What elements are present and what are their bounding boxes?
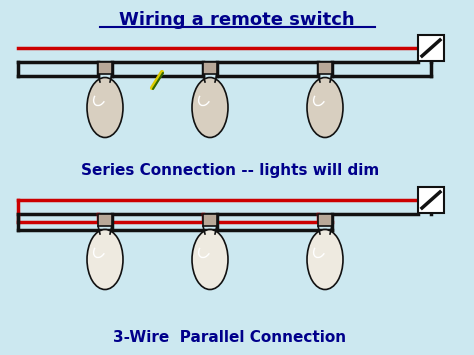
FancyBboxPatch shape xyxy=(418,187,444,213)
Text: Wiring a remote switch: Wiring a remote switch xyxy=(119,11,355,29)
Ellipse shape xyxy=(192,229,228,289)
Ellipse shape xyxy=(307,77,343,137)
Text: 3-Wire  Parallel Connection: 3-Wire Parallel Connection xyxy=(113,331,346,345)
Text: Series Connection -- lights will dim: Series Connection -- lights will dim xyxy=(81,163,379,178)
Bar xyxy=(318,62,332,74)
Bar xyxy=(203,62,217,74)
Ellipse shape xyxy=(307,229,343,289)
Bar xyxy=(98,214,112,226)
Ellipse shape xyxy=(87,77,123,137)
Bar xyxy=(203,214,217,226)
Ellipse shape xyxy=(87,229,123,289)
Bar xyxy=(318,214,332,226)
FancyBboxPatch shape xyxy=(418,35,444,61)
Ellipse shape xyxy=(192,77,228,137)
Bar xyxy=(98,62,112,74)
